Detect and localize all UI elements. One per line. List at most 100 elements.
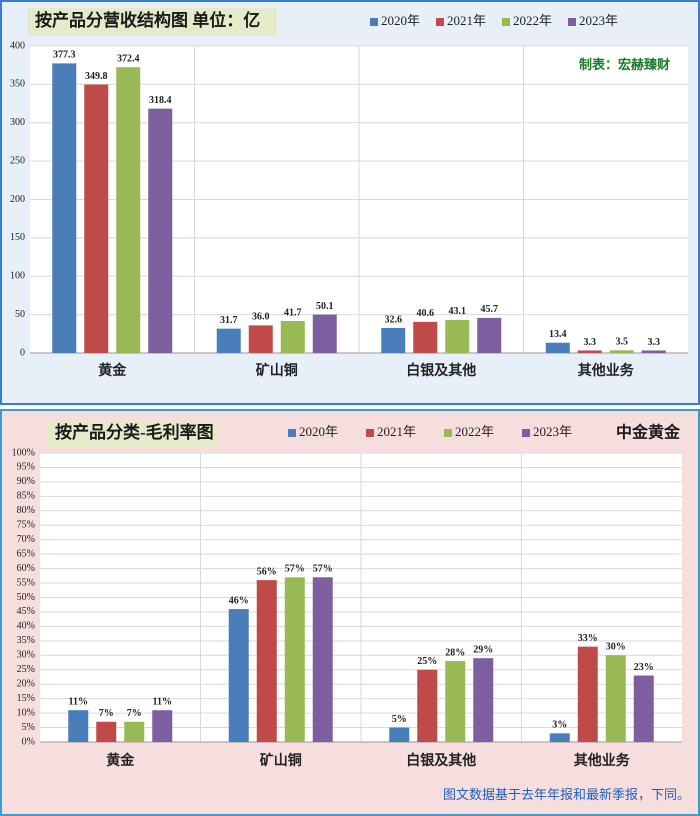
bar bbox=[228, 609, 249, 742]
y-tick-label: 0% bbox=[22, 736, 35, 747]
legend-label: 2023年 bbox=[533, 424, 572, 439]
y-tick-label: 50 bbox=[15, 309, 25, 320]
bar bbox=[148, 108, 173, 354]
value-label: 318.4 bbox=[149, 95, 172, 106]
y-tick-label: 75% bbox=[17, 520, 35, 531]
legend-label: 2022年 bbox=[513, 13, 552, 28]
bar bbox=[477, 317, 502, 353]
title2-bg bbox=[47, 421, 217, 447]
y-tick-label: 55% bbox=[17, 577, 35, 588]
value-label: 32.6 bbox=[385, 314, 403, 325]
value-label: 36.0 bbox=[252, 312, 270, 323]
bar bbox=[124, 721, 145, 742]
x-tick-label: 其他业务 bbox=[578, 362, 635, 379]
bar bbox=[280, 320, 305, 353]
y-tick-label: 30% bbox=[17, 650, 35, 661]
value-label: 57% bbox=[313, 564, 333, 575]
bar bbox=[68, 710, 89, 742]
y-tick-label: 250 bbox=[10, 155, 25, 166]
bar bbox=[445, 661, 466, 742]
y-tick-label: 45% bbox=[17, 606, 35, 617]
legend-swatch bbox=[436, 18, 444, 26]
y-tick-label: 15% bbox=[17, 693, 35, 704]
bar bbox=[381, 327, 406, 353]
value-label: 40.6 bbox=[417, 308, 435, 319]
value-label: 31.7 bbox=[220, 315, 238, 326]
value-label: 56% bbox=[257, 566, 277, 577]
title1-bg bbox=[27, 8, 277, 36]
bar bbox=[445, 319, 470, 353]
value-label: 45.7 bbox=[481, 304, 499, 315]
legend-swatch bbox=[522, 429, 530, 437]
x-tick-label: 矿山铜 bbox=[260, 752, 302, 769]
x-tick-label: 白银及其他 bbox=[406, 752, 476, 769]
chart-title: 按产品分类-毛利率图 bbox=[55, 422, 214, 442]
annotation: 制表：宏赫臻财 bbox=[579, 57, 670, 72]
value-label: 30% bbox=[606, 642, 626, 653]
value-label: 11% bbox=[69, 697, 88, 708]
legend-label: 2023年 bbox=[579, 13, 618, 28]
y-tick-label: 90% bbox=[17, 476, 35, 487]
legend-swatch bbox=[568, 18, 576, 26]
value-label: 3.3 bbox=[584, 337, 597, 348]
bar bbox=[549, 733, 570, 742]
y-tick-label: 20% bbox=[17, 678, 35, 689]
y-tick-label: 70% bbox=[17, 534, 35, 545]
bar bbox=[116, 67, 141, 354]
bar bbox=[417, 669, 438, 742]
x-tick-label: 其他业务 bbox=[574, 752, 631, 769]
legend-swatch bbox=[288, 429, 296, 437]
y-tick-label: 80% bbox=[17, 505, 35, 516]
x-tick-label: 白银及其他 bbox=[406, 362, 476, 379]
value-label: 23% bbox=[634, 662, 654, 673]
legend-label: 2020年 bbox=[381, 13, 420, 28]
y-tick-label: 60% bbox=[17, 563, 35, 574]
bar bbox=[473, 658, 494, 742]
y-tick-label: 65% bbox=[17, 548, 35, 559]
bar bbox=[577, 350, 602, 353]
value-label: 377.3 bbox=[53, 50, 76, 61]
bar bbox=[256, 580, 277, 742]
bar bbox=[389, 727, 410, 742]
legend-label: 2021年 bbox=[447, 13, 486, 28]
annotation: 中金黄金 bbox=[616, 423, 681, 442]
y-tick-label: 50% bbox=[17, 592, 35, 603]
y-tick-label: 100% bbox=[12, 447, 35, 458]
legend-swatch bbox=[444, 429, 452, 437]
bar bbox=[96, 721, 117, 742]
value-label: 43.1 bbox=[449, 306, 467, 317]
value-label: 41.7 bbox=[284, 307, 302, 318]
legend-swatch bbox=[366, 429, 374, 437]
value-label: 3% bbox=[552, 720, 567, 731]
value-label: 29% bbox=[473, 644, 493, 655]
y-tick-label: 5% bbox=[22, 722, 35, 733]
value-label: 50.1 bbox=[316, 301, 334, 312]
value-label: 7% bbox=[127, 708, 142, 719]
legend-swatch bbox=[502, 18, 510, 26]
bar bbox=[52, 63, 77, 354]
value-label: 7% bbox=[99, 708, 114, 719]
value-label: 349.8 bbox=[85, 71, 108, 82]
bar bbox=[545, 342, 570, 353]
legend-label: 2022年 bbox=[455, 424, 494, 439]
bar bbox=[284, 577, 305, 742]
value-label: 11% bbox=[153, 697, 172, 708]
value-label: 372.4 bbox=[117, 53, 140, 64]
y-tick-label: 25% bbox=[17, 664, 35, 675]
y-tick-label: 200 bbox=[10, 194, 25, 205]
value-label: 33% bbox=[578, 633, 598, 644]
x-tick-label: 黄金 bbox=[106, 752, 135, 769]
y-tick-label: 0 bbox=[20, 347, 25, 358]
bar bbox=[577, 646, 598, 742]
value-label: 57% bbox=[285, 564, 305, 575]
value-label: 13.4 bbox=[549, 329, 567, 340]
value-label: 3.5 bbox=[616, 337, 629, 348]
bar bbox=[216, 328, 241, 353]
value-label: 5% bbox=[392, 714, 407, 725]
y-tick-label: 300 bbox=[10, 117, 25, 128]
y-tick-label: 95% bbox=[17, 462, 35, 473]
legend-swatch bbox=[370, 18, 378, 26]
bar bbox=[633, 675, 654, 742]
bar bbox=[248, 325, 273, 353]
